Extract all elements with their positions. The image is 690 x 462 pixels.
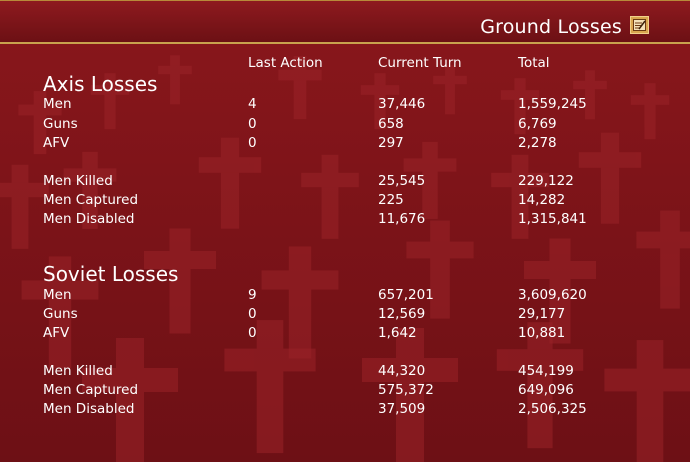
total-value: 10,881	[518, 325, 566, 341]
soviet-losses-heading: Soviet Losses	[43, 262, 179, 286]
total-value: 3,609,620	[518, 287, 587, 303]
current-turn-value: 658	[378, 116, 404, 132]
last-action-value: 0	[248, 325, 257, 341]
row-label: Men Killed	[43, 173, 113, 189]
axis-losses-heading: Axis Losses	[43, 72, 158, 96]
row-label: Men	[43, 287, 72, 303]
last-action-value: 9	[248, 287, 257, 303]
row-label: Men Captured	[43, 382, 139, 398]
row-label: Guns	[43, 116, 78, 132]
row-label: Men Killed	[43, 363, 113, 379]
row-label: AFV	[43, 135, 70, 151]
current-turn-value: 12,569	[378, 306, 426, 322]
current-turn-value: 657,201	[378, 287, 434, 303]
row-label: Men	[43, 96, 72, 112]
column-header-current-turn: Current Turn	[378, 55, 462, 71]
total-value: 6,769	[518, 116, 557, 132]
last-action-value: 4	[248, 96, 257, 112]
total-value: 454,199	[518, 363, 574, 379]
total-value: 649,096	[518, 382, 574, 398]
last-action-value: 0	[248, 135, 257, 151]
total-value: 229,122	[518, 173, 574, 189]
last-action-value: 0	[248, 306, 257, 322]
row-label: Guns	[43, 306, 78, 322]
total-value: 1,315,841	[518, 211, 587, 227]
current-turn-value: 11,676	[378, 211, 426, 227]
current-turn-value: 225	[378, 192, 404, 208]
current-turn-value: 37,509	[378, 401, 426, 417]
current-turn-value: 297	[378, 135, 404, 151]
last-action-value: 0	[248, 116, 257, 132]
total-value: 2,278	[518, 135, 557, 151]
total-value: 29,177	[518, 306, 566, 322]
window-title: Ground Losses	[480, 16, 622, 38]
row-label: Men Captured	[43, 192, 139, 208]
current-turn-value: 575,372	[378, 382, 434, 398]
total-value: 14,282	[518, 192, 566, 208]
current-turn-value: 44,320	[378, 363, 426, 379]
column-header-total: Total	[518, 55, 550, 71]
row-label: AFV	[43, 325, 70, 341]
title-bar: Ground Losses	[0, 0, 690, 44]
row-label: Men Disabled	[43, 401, 135, 417]
notepad-edit-icon[interactable]	[630, 16, 649, 34]
total-value: 2,506,325	[518, 401, 587, 417]
row-label: Men Disabled	[43, 211, 135, 227]
current-turn-value: 37,446	[378, 96, 426, 112]
column-header-last-action: Last Action	[248, 55, 323, 71]
current-turn-value: 1,642	[378, 325, 417, 341]
current-turn-value: 25,545	[378, 173, 426, 189]
total-value: 1,559,245	[518, 96, 587, 112]
